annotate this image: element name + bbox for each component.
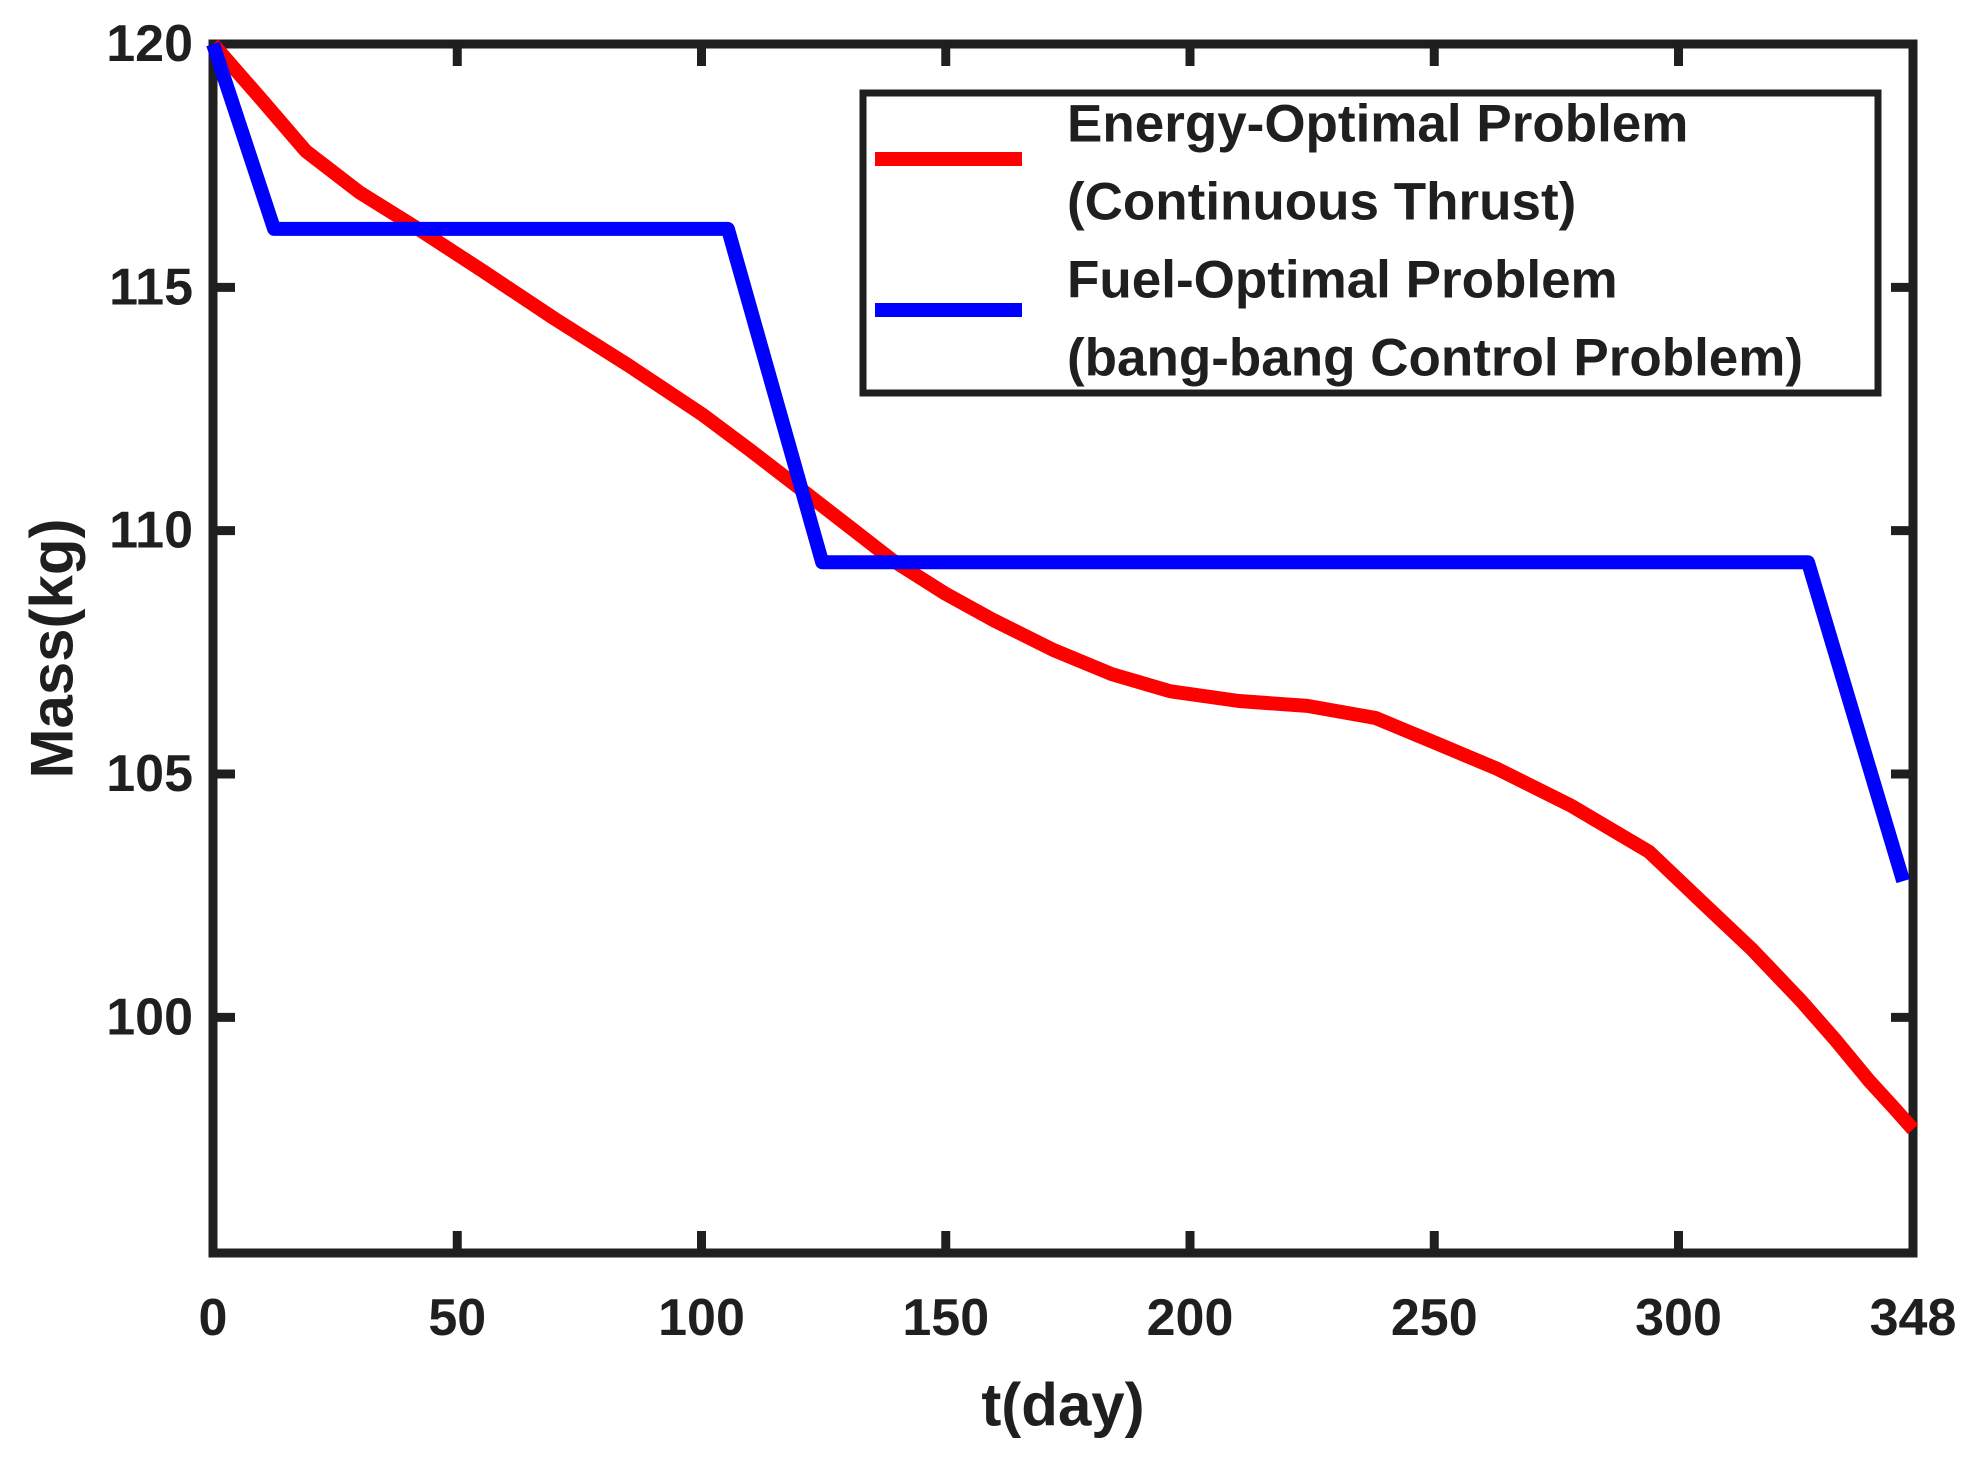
x-tick-label: 150 [902,1289,989,1347]
y-tick-label: 100 [106,988,193,1046]
legend-label-fuel-optimal-line2: (bang-bang Control Problem) [1067,329,1803,388]
x-axis-tick-labels: 0 50 100 150 200 250 300 348 [199,1289,1957,1347]
x-tick-label: 0 [199,1289,228,1347]
x-tick-label: 250 [1391,1289,1478,1347]
x-tick-label: 348 [1870,1289,1957,1347]
legend: Energy-Optimal Problem (Continuous Thrust… [859,89,1882,397]
legend-label-energy-optimal-line2: (Continuous Thrust) [1067,173,1576,232]
legend-label-fuel-optimal-line1: Fuel-Optimal Problem [1067,251,1618,310]
axis-ticks [208,39,1918,1253]
x-tick-label: 100 [658,1289,745,1347]
plot-border-box [208,39,1918,1258]
x-tick-label: 50 [428,1289,486,1347]
fuel-optimal-line [206,41,1910,884]
y-tick-label: 115 [109,258,193,316]
y-axis-label: Mass(kg) [19,518,86,778]
legend-label-energy-optimal-line1: Energy-Optimal Problem [1067,95,1688,154]
y-tick-label: 105 [106,745,193,803]
x-tick-label: 300 [1635,1289,1722,1347]
y-tick-label: 110 [109,502,193,560]
x-axis-label: t(day) [981,1372,1144,1439]
legend-box [859,89,1882,397]
x-tick-label: 200 [1147,1289,1234,1347]
energy-optimal-line [207,39,1919,1134]
y-axis-tick-labels: 100 105 110 115 120 [106,15,193,1046]
y-tick-label: 120 [106,15,193,73]
